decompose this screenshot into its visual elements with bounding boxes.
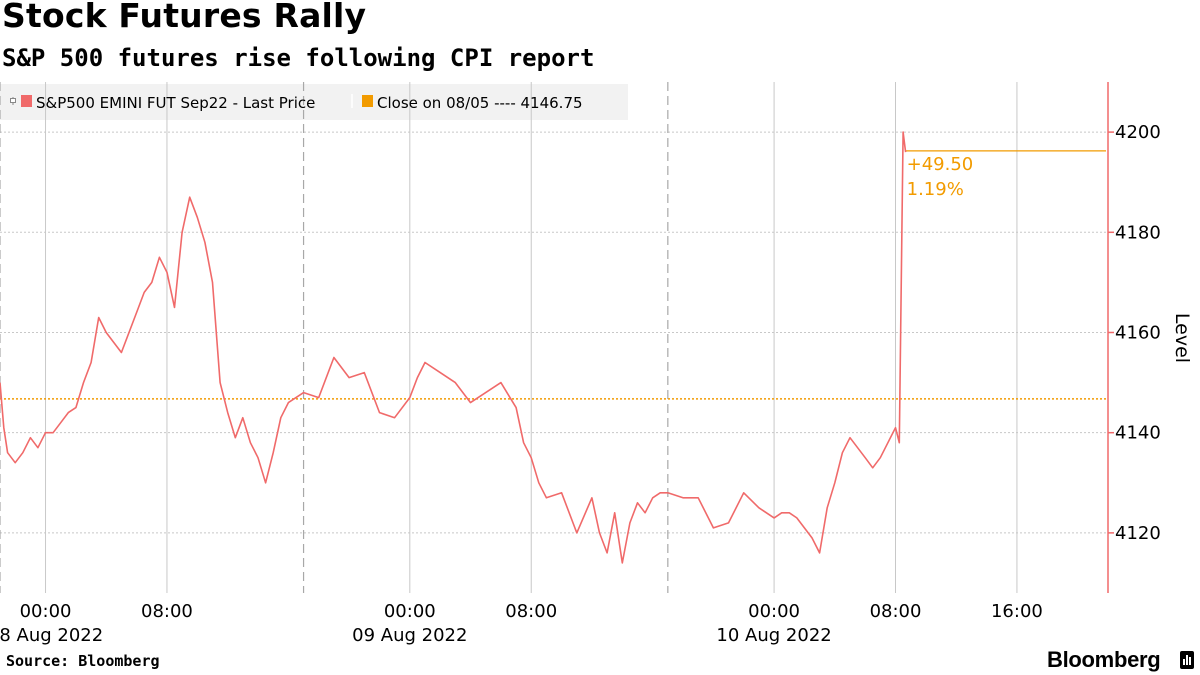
legend-label-close: Close on 08/05 ---- 4146.75 xyxy=(377,94,583,112)
y-axis-label: Level xyxy=(1171,313,1193,363)
chart-title: Stock Futures Rally xyxy=(2,0,367,35)
legend-label-series: S&P500 EMINI FUT Sep22 - Last Price xyxy=(36,94,315,112)
legend-swatch-close xyxy=(362,95,373,107)
y-tick-label: 4140 xyxy=(1115,423,1161,444)
bloomberg-bar-chart-icon xyxy=(1180,651,1194,669)
y-ticks: 4120 4140 4160 4180 4200 xyxy=(1108,122,1161,544)
source-note: Source: Bloomberg xyxy=(6,652,160,670)
x-date-label: 09 Aug 2022 xyxy=(352,625,467,646)
grid xyxy=(0,82,1108,593)
legend-swatch-series xyxy=(21,95,32,107)
y-tick-label: 4200 xyxy=(1115,122,1161,143)
x-tick-label: 08:00 xyxy=(870,601,922,622)
x-tick-label: 16:00 xyxy=(991,601,1043,622)
legend-background xyxy=(0,84,628,120)
y-tick-label: 4120 xyxy=(1115,523,1161,544)
annotation-change: +49.50 xyxy=(907,154,974,175)
series-line-sp500-futures xyxy=(0,131,907,564)
x-tick-label: 00:00 xyxy=(384,601,436,622)
x-date-label: 10 Aug 2022 xyxy=(716,625,831,646)
bloomberg-logo: Bloomberg xyxy=(1047,647,1161,672)
x-ticks: 00:00 08 Aug 2022 08:00 00:00 09 Aug 2022 08:… xyxy=(0,601,1043,646)
y-tick-label: 4180 xyxy=(1115,222,1161,243)
x-tick-label: 08:00 xyxy=(505,601,557,622)
x-tick-label: 00:00 xyxy=(748,601,800,622)
chart-subtitle: S&P 500 futures rise following CPI repor… xyxy=(2,44,595,72)
legend-line-icon xyxy=(10,97,16,105)
x-tick-label: 00:00 xyxy=(20,601,72,622)
x-tick-label: 08:00 xyxy=(141,601,193,622)
y-tick-label: 4160 xyxy=(1115,322,1161,343)
annotation-percent: 1.19% xyxy=(907,179,964,200)
x-date-label: 08 Aug 2022 xyxy=(0,625,103,646)
session-lines xyxy=(0,82,669,593)
legend: S&P500 EMINI FUT Sep22 - Last Price Clos… xyxy=(10,94,583,112)
